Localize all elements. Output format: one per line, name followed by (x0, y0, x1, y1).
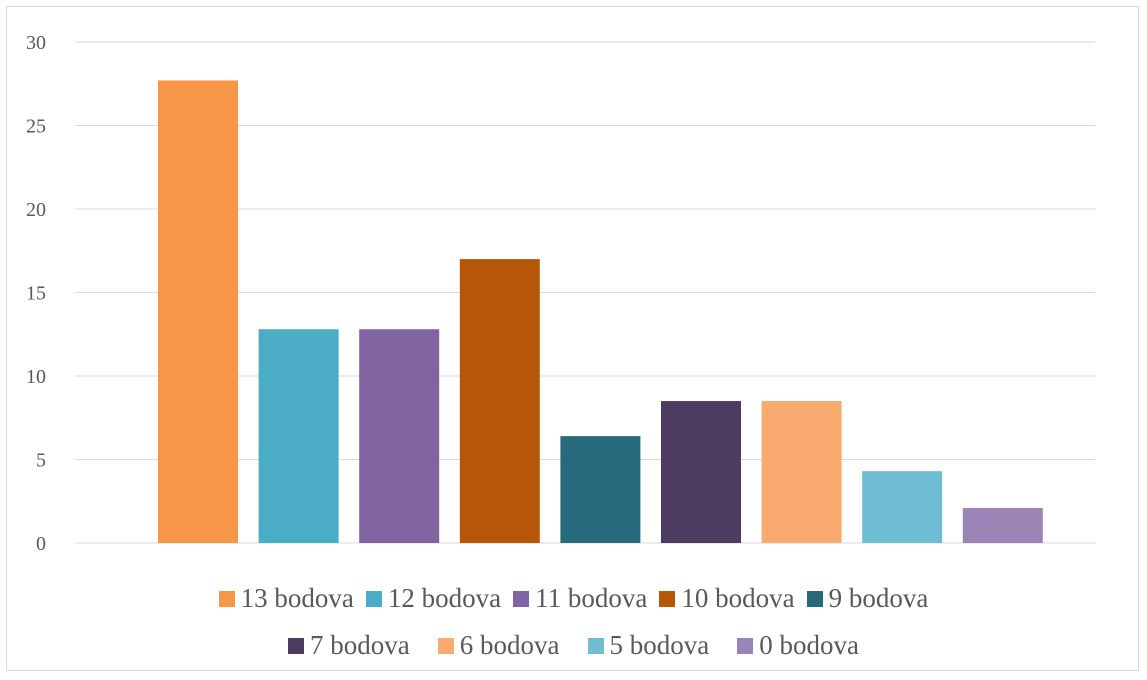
bar-13-bodova (158, 80, 238, 543)
y-tick-label: 0 (36, 533, 46, 555)
y-tick-label: 30 (26, 32, 46, 54)
y-tick-label: 25 (26, 116, 46, 138)
legend-swatch (587, 637, 604, 654)
legend-item: 13 bodova (218, 583, 354, 614)
legend-swatch (659, 590, 676, 607)
legend-row-2: 7 bodova 6 bodova 5 bodova 0 bodova (0, 630, 1147, 661)
legend-label: 7 bodova (310, 630, 410, 660)
y-tick-label: 20 (26, 199, 46, 221)
legend-swatch (437, 637, 454, 654)
bar-9-bodova (560, 436, 641, 543)
bar-5-bodova (862, 471, 943, 543)
bar-7-bodova (661, 401, 741, 543)
legend-swatch (218, 590, 235, 607)
legend-item: 5 bodova (587, 630, 710, 661)
bar-0-bodova (962, 507, 1043, 543)
legend-row-1: 13 bodova 12 bodova 11 bodova 10 bodova … (0, 583, 1147, 614)
y-tick-label: 10 (26, 366, 46, 388)
legend-label: 5 bodova (609, 630, 710, 660)
legend-swatch (365, 590, 382, 607)
legend-label: 13 bodova (240, 583, 354, 613)
bars (158, 80, 1043, 543)
legend-item: 7 bodova (288, 630, 410, 661)
bar-10-bodova (459, 259, 540, 543)
bar-11-bodova (359, 329, 440, 543)
bar-chart: 0 5 10 15 20 25 30 (26, 32, 1095, 555)
bar-12-bodova (258, 329, 339, 543)
legend-swatch (806, 590, 823, 607)
legend-label: 11 bodova (535, 583, 648, 613)
legend-label: 0 bodova (759, 630, 859, 660)
legend-label: 9 bodova (828, 583, 929, 613)
y-tick-label: 5 (36, 450, 46, 472)
legend-item: 10 bodova (659, 583, 795, 614)
legend-label: 10 bodova (681, 583, 795, 613)
y-axis-ticks: 0 5 10 15 20 25 30 (26, 32, 46, 555)
legend-label: 6 bodova (459, 630, 560, 660)
legend-item: 12 bodova (365, 583, 502, 614)
legend-swatch (737, 637, 754, 654)
legend-swatch (288, 637, 305, 654)
legend-item: 11 bodova (513, 583, 647, 614)
legend-label: 12 bodova (387, 583, 502, 613)
legend-item: 0 bodova (737, 630, 859, 661)
y-tick-label: 15 (26, 283, 46, 305)
legend-swatch (513, 590, 530, 607)
legend-item: 9 bodova (806, 583, 929, 614)
bar-6-bodova (761, 401, 842, 543)
legend-item: 6 bodova (437, 630, 560, 661)
